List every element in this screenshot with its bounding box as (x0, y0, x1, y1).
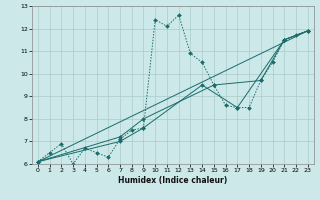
X-axis label: Humidex (Indice chaleur): Humidex (Indice chaleur) (118, 176, 228, 185)
